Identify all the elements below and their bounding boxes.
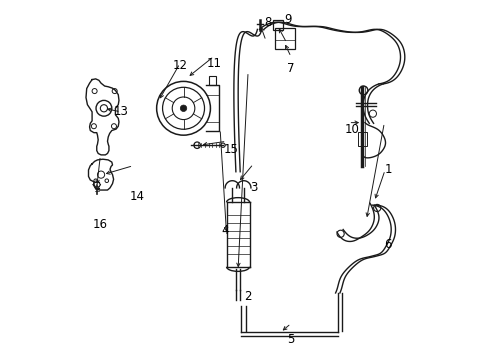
Bar [357,132,366,146]
Bar [273,20,282,30]
Text: 15: 15 [223,143,238,156]
Text: 10: 10 [344,123,359,136]
Text: 6: 6 [384,238,391,251]
Text: 16: 16 [93,218,108,231]
Text: 9: 9 [283,13,291,26]
Text: 12: 12 [172,59,187,72]
Text: 11: 11 [206,57,221,70]
Text: 5: 5 [287,333,294,346]
Bar [209,76,215,85]
Bar [274,28,294,49]
Circle shape [180,105,186,112]
Text: 13: 13 [113,105,128,118]
Text: 2: 2 [244,290,251,303]
Text: 14: 14 [129,190,144,203]
Text: 3: 3 [249,181,257,194]
Text: 8: 8 [264,17,271,30]
Text: 4: 4 [221,224,228,237]
Text: 1: 1 [384,163,391,176]
Text: 7: 7 [287,62,294,75]
